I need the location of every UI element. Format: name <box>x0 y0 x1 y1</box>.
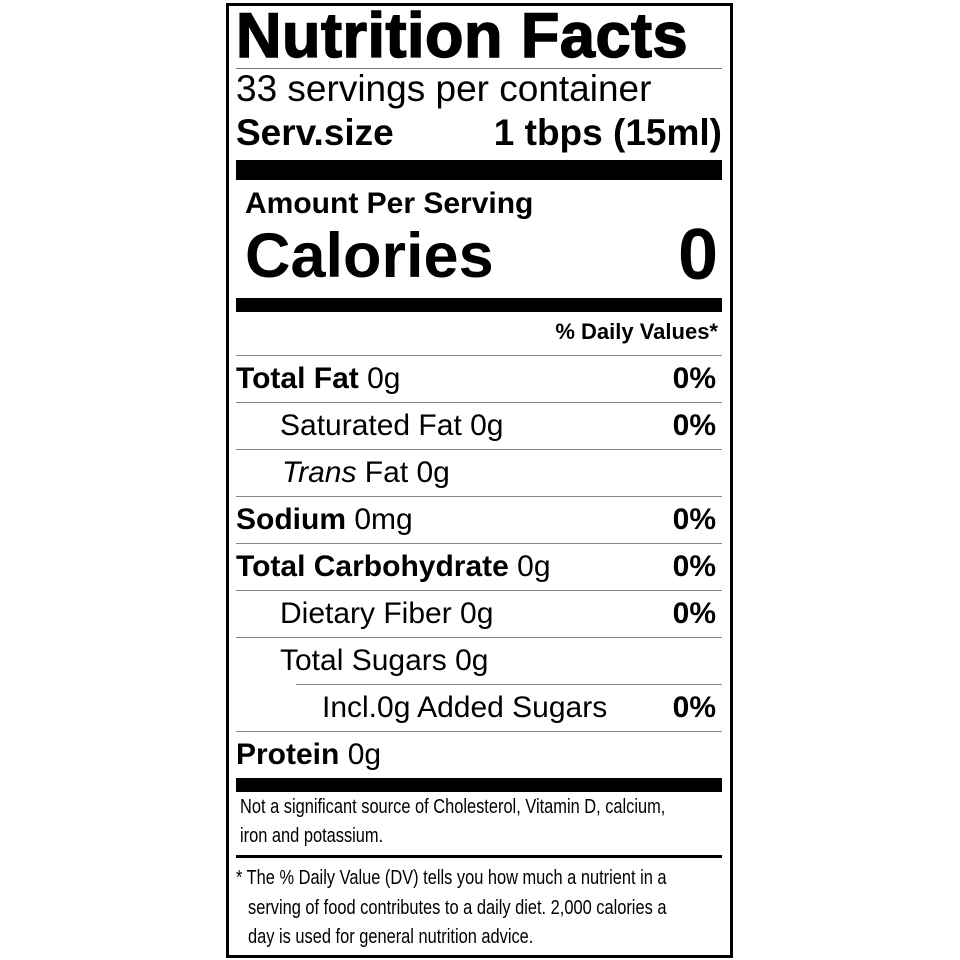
serving-size-label: Serv.size <box>236 112 394 153</box>
nutrient-label: Total Sugars 0g <box>280 644 488 678</box>
nutrient-label: Trans Fat 0g <box>282 456 450 490</box>
daily-values-header: % Daily Values* <box>555 319 718 344</box>
label-title: Nutrition Facts <box>235 0 689 72</box>
nutrient-name: Incl.0g Added Sugars <box>322 691 608 724</box>
calories-label: Calories <box>245 221 494 291</box>
nutrient-name: Total Sugars <box>280 644 447 677</box>
serving-size-value: 1 tbps (15ml) <box>493 112 722 153</box>
nutrient-label: Total Fat 0g <box>236 362 401 396</box>
nutrient-daily-value: 0% <box>672 550 716 583</box>
nutrient-label: Incl.0g Added Sugars <box>322 691 607 725</box>
nutrient-amount: 0g <box>408 456 450 489</box>
nutrient-amount: 0g <box>451 597 494 630</box>
nutrient-italic: Trans <box>282 456 357 489</box>
nutrition-label-border <box>226 3 733 958</box>
nutrient-daily-value: 0% <box>672 362 716 395</box>
thick-divider <box>236 160 722 180</box>
nutrient-row: Trans Fat 0g <box>236 450 722 497</box>
nutrient-label: Saturated Fat 0g <box>280 409 504 443</box>
nutrient-row: Dietary Fiber 0g 0% <box>236 591 722 638</box>
nutrient-amount: 0g <box>461 409 504 442</box>
nutrient-row: Saturated Fat 0g 0% <box>236 403 722 450</box>
nutrient-row: Total Carbohydrate 0g 0% <box>236 544 722 591</box>
footnote-line: * The % Daily Value (DV) tells you how m… <box>236 867 667 889</box>
nutrient-label: Protein 0g <box>236 738 381 772</box>
nutrient-name: Dietary Fiber <box>280 597 452 630</box>
divider <box>236 68 722 69</box>
nutrient-row: Protein 0g <box>236 732 722 778</box>
thick-divider <box>236 778 722 792</box>
footnote-line: day is used for general nutrition advice… <box>248 926 534 948</box>
nutrient-amount: 0g <box>358 362 401 395</box>
nutrient-name: Saturated Fat <box>280 409 462 442</box>
nutrient-row: Incl.0g Added Sugars 0% <box>236 685 722 732</box>
nutrient-daily-value: 0% <box>672 503 716 536</box>
nutrient-label: Dietary Fiber 0g <box>280 597 493 631</box>
nutrient-daily-value: 0% <box>672 691 716 724</box>
nutrient-label: Sodium 0mg <box>236 503 413 537</box>
nutrient-row: Total Sugars 0g <box>236 638 722 684</box>
nutrient-amount: 0mg <box>346 503 413 536</box>
nutrient-amount: 0g <box>339 738 382 771</box>
divider <box>236 355 722 356</box>
divider <box>236 855 722 858</box>
nutrient-label: Total Carbohydrate 0g <box>236 550 551 584</box>
nutrient-bold: Total Fat <box>236 362 359 395</box>
nutrient-bold: Protein <box>236 738 340 771</box>
not-significant-line: iron and potassium. <box>240 825 384 847</box>
calories-value: 0 <box>677 215 718 295</box>
not-significant-line: Not a significant source of Cholesterol,… <box>240 796 666 818</box>
serving-size: Serv.size 1 tbps (15ml) <box>236 112 722 154</box>
nutrient-daily-value: 0% <box>672 597 716 630</box>
nutrient-name: Fat <box>356 456 409 489</box>
nutrient-bold: Total Carbohydrate <box>236 550 509 583</box>
nutrient-row: Total Fat 0g 0% <box>236 356 722 403</box>
thick-divider <box>236 298 722 312</box>
footnote-line: serving of food contributes to a daily d… <box>248 897 667 919</box>
nutrient-bold: Sodium <box>236 503 346 536</box>
nutrient-row: Sodium 0mg 0% <box>236 497 722 544</box>
nutrient-daily-value: 0% <box>672 409 716 442</box>
nutrient-amount: 0g <box>446 644 489 677</box>
divider <box>296 684 722 685</box>
amount-per-serving: Amount Per Serving <box>245 187 534 220</box>
nutrient-amount: 0g <box>508 550 551 583</box>
servings-per-container: 33 servings per container <box>236 68 652 109</box>
